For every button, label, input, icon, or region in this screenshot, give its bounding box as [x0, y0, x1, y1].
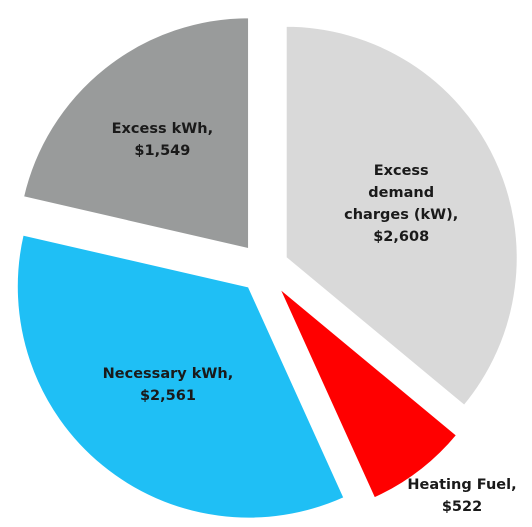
category-label: Necessary kWh,	[102, 366, 234, 383]
slice-label: Heating Fuel, $522	[407, 474, 517, 518]
slice-label: Excess kWh, $1,549	[107, 118, 217, 162]
slice-label: Excess demand charges (kW), $2,608	[341, 160, 461, 248]
pie-slice	[277, 286, 459, 500]
value-label: $2,608	[373, 228, 430, 245]
pie-slice	[15, 233, 346, 520]
category-label: Excess kWh,	[111, 121, 214, 138]
pie-slice	[21, 16, 251, 251]
value-label: $1,549	[134, 143, 191, 160]
category-label: Excess demand charges (kW),	[344, 162, 459, 223]
slice-label: Necessary kWh, $2,561	[98, 363, 238, 407]
category-label: Heating Fuel,	[407, 477, 517, 493]
value-label: $522	[441, 499, 483, 515]
value-label: $2,561	[139, 388, 196, 405]
pie-slice	[284, 24, 519, 408]
